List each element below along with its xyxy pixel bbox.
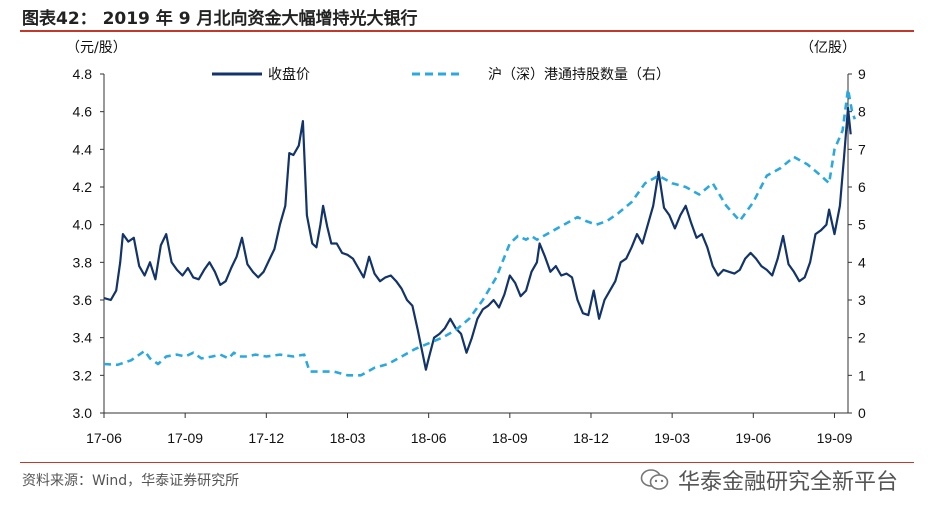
series-lines — [103, 87, 857, 377]
series-line-2 — [103, 87, 857, 377]
y-right-tick-label: 0 — [858, 405, 866, 421]
y-left-tick-label: 4.6 — [73, 104, 93, 120]
y-left-unit: （元/股） — [66, 40, 127, 56]
y-right-tick-label: 2 — [858, 330, 866, 346]
y-left-tick-label: 4.8 — [73, 66, 93, 82]
y-left-tick-label: 3.0 — [73, 405, 93, 421]
x-tick-label: 19-06 — [735, 430, 771, 446]
legend-label-1: 收盘价 — [268, 66, 310, 83]
source-note: 资料来源：Wind，华泰证券研究所 — [22, 473, 240, 489]
y-right-tick-label: 6 — [858, 179, 866, 195]
y-left-tick-label: 4.0 — [73, 217, 93, 233]
x-tick-label: 18-09 — [492, 430, 528, 446]
y-right-tick-label: 9 — [858, 66, 866, 82]
y-left-tick-label: 3.2 — [73, 367, 93, 383]
series-line-1 — [103, 106, 852, 371]
legend: 收盘价 沪（深）港通持股数量（右） — [212, 66, 670, 83]
y-left-tick-label: 3.6 — [73, 292, 93, 308]
y-right-tick-label: 3 — [858, 292, 866, 308]
chart-title: 图表42： 2019 年 9 月北向资金大幅增持光大银行 — [22, 9, 418, 29]
y-left-tick-label: 3.8 — [73, 254, 93, 270]
brand: 华泰金融研究全新平台 — [640, 464, 898, 496]
brand-text: 华泰金融研究全新平台 — [678, 470, 899, 495]
x-tick-label: 18-06 — [411, 430, 447, 446]
y-right-tick-label: 8 — [858, 104, 866, 120]
y-right-tick-label: 7 — [858, 141, 866, 157]
axes: 3.0 3.2 3.4 3.6 3.8 4.0 4.2 4.4 4.6 4.8 0 1 2 3 4 5 6 7 8 9… — [66, 40, 866, 446]
footer-divider — [20, 462, 914, 463]
x-tick-label: 19-09 — [817, 430, 853, 446]
y-left-tick-label: 4.2 — [73, 179, 93, 195]
x-tick-label: 17-06 — [86, 430, 122, 446]
x-tick-label: 19-03 — [654, 430, 690, 446]
y-right-tick-label: 5 — [858, 217, 866, 233]
wechat-icon — [640, 469, 669, 490]
y-right-unit: （亿股） — [800, 40, 856, 56]
x-tick-label: 17-12 — [248, 430, 284, 446]
y-right-tick-label: 4 — [858, 254, 866, 270]
x-tick-label: 18-12 — [573, 430, 609, 446]
x-tick-label: 17-09 — [167, 430, 203, 446]
legend-label-2: 沪（深）港通持股数量（右） — [488, 67, 670, 83]
title-divider — [20, 30, 914, 32]
y-right-tick-label: 1 — [858, 367, 866, 383]
y-left-tick-label: 3.4 — [73, 330, 93, 346]
x-tick-label: 18-03 — [330, 430, 366, 446]
y-left-tick-label: 4.4 — [73, 141, 93, 157]
